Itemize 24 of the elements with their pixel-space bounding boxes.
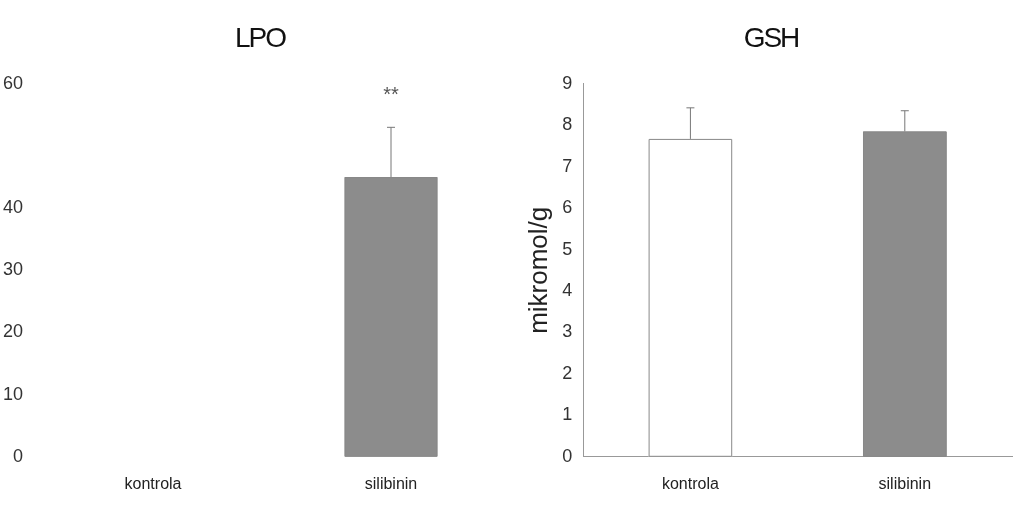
y-tick-label: 10 — [2, 383, 24, 404]
y-tick-label: 1 — [562, 404, 573, 425]
y-tick-label: 8 — [562, 114, 573, 135]
y-tick-label: 9 — [562, 72, 573, 93]
y-tick-label: 3 — [562, 321, 573, 342]
y-tick-label: 60 — [2, 72, 24, 93]
y-tick-label: 40 — [2, 197, 24, 218]
chart-title: LPO — [234, 22, 287, 54]
y-tick-label: 4 — [562, 279, 573, 300]
y-axis-title: mikromol/g — [522, 206, 553, 334]
y-tick-label: 5 — [562, 238, 573, 259]
y-tick-label: 7 — [562, 155, 573, 176]
annotation: ** — [383, 83, 399, 106]
x-tick-label: kontrola — [661, 474, 719, 492]
y-tick-label: 0 — [13, 445, 24, 466]
y-tick-label: 20 — [2, 321, 24, 342]
y-tick-label: 30 — [2, 259, 24, 280]
y-tick-label: 2 — [562, 362, 573, 383]
y-tick-label: 6 — [562, 197, 573, 218]
y-tick-label: 0 — [562, 445, 573, 466]
x-tick-label: kontrola — [124, 474, 182, 492]
x-tick-label: silibinin — [878, 474, 932, 492]
chart-title: GSH — [742, 22, 800, 54]
x-tick-label: silibinin — [364, 474, 418, 492]
